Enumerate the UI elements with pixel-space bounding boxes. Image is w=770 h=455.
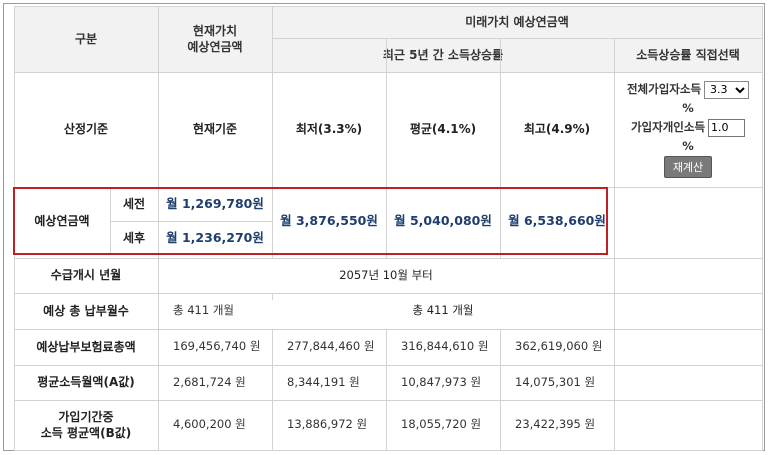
grid-line bbox=[14, 365, 762, 366]
grid-line bbox=[762, 6, 763, 451]
grid-line bbox=[158, 6, 159, 451]
grid-line bbox=[500, 38, 501, 258]
avg-income-b-lowest: 13,886,972 원 bbox=[287, 417, 368, 432]
grid-line bbox=[110, 221, 272, 222]
present-value-header: 현재가치 예상연금액 bbox=[158, 6, 272, 72]
future-value-header: 미래가치 예상연금액 bbox=[272, 6, 762, 38]
basis-label: 산정기준 bbox=[63, 122, 109, 137]
current-pretax-amount: 월 1,269,780원 bbox=[166, 195, 264, 211]
grid-line bbox=[14, 187, 762, 188]
total-income-select[interactable]: 3.3 bbox=[704, 80, 750, 99]
payment-months-label: 예상 총 납부월수 bbox=[43, 303, 129, 318]
grid-line bbox=[14, 293, 762, 294]
total-income-row: 전체가입자소득 3.3 bbox=[626, 80, 750, 99]
avg-income-b-highest: 23,422,395 원 bbox=[515, 417, 596, 432]
personal-income-row: 가입자개인소득 bbox=[630, 118, 746, 137]
avg-income-b-current: 4,600,200 원 bbox=[173, 417, 246, 432]
personal-income-input[interactable] bbox=[708, 118, 746, 137]
pretax-label: 세전 bbox=[122, 196, 146, 211]
avg-income-a-current: 2,681,724 원 bbox=[173, 374, 246, 389]
total-premium-average: 316,844,610 원 bbox=[401, 339, 489, 354]
avg-income-a-lowest: 8,344,191 원 bbox=[287, 374, 360, 389]
grid-line bbox=[110, 187, 111, 255]
grid-line bbox=[14, 258, 762, 259]
avg-income-a-average: 10,847,973 원 bbox=[401, 374, 482, 389]
grid-line bbox=[272, 293, 273, 300]
recent-income-rate-header: 최근 5년 간 소득상승률 bbox=[272, 38, 614, 72]
total-premium-label: 예상납부보험료총액 bbox=[36, 339, 136, 354]
grid-line bbox=[14, 329, 762, 330]
grid-line bbox=[500, 329, 501, 451]
income-rate-controls: 전체가입자소득 3.3 % 가입자개인소득 % 재계산 bbox=[614, 72, 762, 187]
total-premium-highest: 362,619,060 원 bbox=[515, 339, 603, 354]
grid-line bbox=[272, 38, 762, 39]
total-income-unit: % bbox=[682, 100, 694, 115]
total-premium-current: 169,456,740 원 bbox=[173, 339, 261, 354]
category-header: 구분 bbox=[14, 6, 158, 72]
grid-line bbox=[614, 38, 615, 451]
grid-line bbox=[14, 450, 762, 451]
avg-income-b-label: 가입기간중 소득 평균액(B값) bbox=[40, 409, 132, 440]
aftertax-label: 세후 bbox=[122, 230, 146, 245]
recalculate-button[interactable]: 재계산 bbox=[663, 156, 713, 179]
grid-line bbox=[386, 329, 387, 451]
personal-income-unit: % bbox=[682, 138, 694, 153]
avg-income-b-average: 18,055,720 원 bbox=[401, 417, 482, 432]
start-date-value: 2057년 10월 부터 bbox=[339, 267, 433, 282]
grid-line bbox=[386, 38, 387, 258]
grid-line bbox=[272, 6, 273, 258]
grid-line bbox=[14, 6, 762, 7]
expected-pension-label: 예상연금액 bbox=[34, 213, 90, 228]
avg-income-a-highest: 14,075,301 원 bbox=[515, 374, 596, 389]
grid-line bbox=[14, 6, 15, 451]
direct-select-header: 소득상승률 직접선택 bbox=[614, 38, 762, 72]
average-pension-amount: 월 5,040,080원 bbox=[394, 212, 492, 228]
grid-line bbox=[14, 72, 762, 73]
basis-lowest: 최저(3.3%) bbox=[295, 122, 363, 137]
total-premium-lowest: 277,844,460 원 bbox=[287, 339, 375, 354]
payment-months-future: 총 411 개월 bbox=[412, 303, 474, 318]
highest-pension-amount: 월 6,538,660원 bbox=[508, 212, 606, 228]
basis-current: 현재기준 bbox=[192, 122, 238, 137]
basis-highest: 최고(4.9%) bbox=[523, 122, 591, 137]
lowest-pension-amount: 월 3,876,550원 bbox=[280, 212, 378, 228]
grid-line bbox=[14, 400, 762, 401]
personal-income-label: 가입자개인소득 bbox=[630, 119, 706, 134]
category-header-text: 구분 bbox=[74, 31, 98, 46]
start-date-label: 수급개시 년월 bbox=[50, 268, 122, 283]
total-income-label: 전체가입자소득 bbox=[626, 82, 702, 97]
payment-months-current: 총 411 개월 bbox=[173, 303, 235, 318]
pension-estimate-table bbox=[3, 3, 765, 451]
avg-income-a-label: 평균소득월액(A값) bbox=[37, 375, 135, 390]
grid-line bbox=[272, 329, 273, 451]
current-aftertax-amount: 월 1,236,270원 bbox=[166, 229, 264, 245]
basis-average: 평균(4.1%) bbox=[409, 122, 477, 137]
